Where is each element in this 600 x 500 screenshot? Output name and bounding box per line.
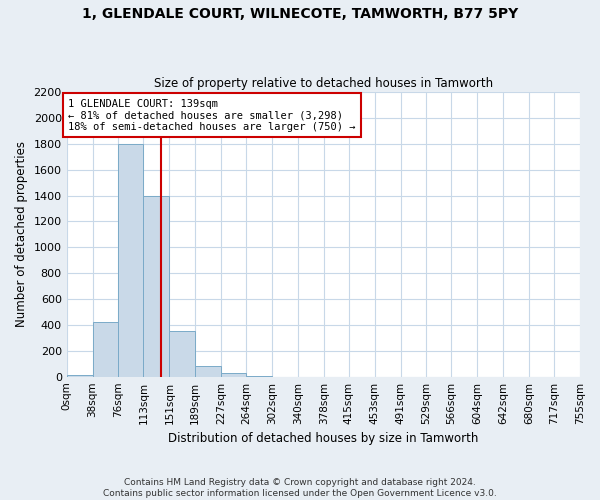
X-axis label: Distribution of detached houses by size in Tamworth: Distribution of detached houses by size … — [168, 432, 479, 445]
Bar — [67, 374, 92, 376]
Bar — [195, 366, 221, 376]
Text: 1, GLENDALE COURT, WILNECOTE, TAMWORTH, B77 5PY: 1, GLENDALE COURT, WILNECOTE, TAMWORTH, … — [82, 8, 518, 22]
Text: 1 GLENDALE COURT: 139sqm
← 81% of detached houses are smaller (3,298)
18% of sem: 1 GLENDALE COURT: 139sqm ← 81% of detach… — [68, 98, 356, 132]
Title: Size of property relative to detached houses in Tamworth: Size of property relative to detached ho… — [154, 76, 493, 90]
Text: Contains HM Land Registry data © Crown copyright and database right 2024.
Contai: Contains HM Land Registry data © Crown c… — [103, 478, 497, 498]
Bar — [169, 332, 195, 376]
Bar — [118, 144, 143, 376]
Bar — [92, 322, 118, 376]
Y-axis label: Number of detached properties: Number of detached properties — [15, 142, 28, 328]
Bar — [143, 196, 169, 376]
Bar — [221, 374, 246, 376]
